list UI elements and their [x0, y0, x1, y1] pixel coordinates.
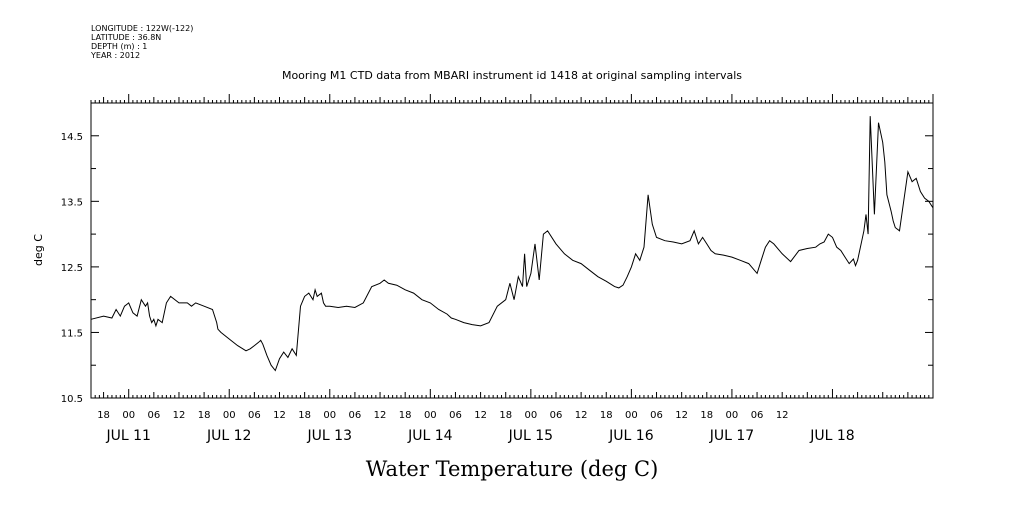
date-label: JUL 16	[608, 428, 654, 444]
date-label: JUL 17	[709, 428, 754, 444]
x-tick-label: 12	[575, 410, 588, 421]
depth-label: DEPTH (m) : 1	[91, 42, 147, 51]
x-axis: 18 00 06 12 18 00 06 12 18 00 06 12 18 00 06 12 18 00 06 12…	[90, 94, 934, 444]
x-tick-label: 12	[675, 410, 688, 421]
x-tick-label: 18	[97, 410, 110, 421]
x-tick-label: 06	[248, 410, 261, 421]
date-label: JUL 15	[508, 428, 553, 444]
x-tick-label: 06	[147, 410, 160, 421]
x-tick-label: 00	[223, 410, 236, 421]
x-tick-label: 18	[399, 410, 412, 421]
x-axis-label: Water Temperature (deg C)	[366, 457, 659, 481]
x-tick-label: 18	[298, 410, 311, 421]
longitude-label: LONGITUDE : 122W(-122)	[91, 24, 193, 33]
x-tick-label: 12	[474, 410, 487, 421]
y-tick-label: 12.5	[61, 263, 83, 274]
y-tick-label: 10.5	[61, 394, 83, 405]
plot-frame	[90, 102, 934, 399]
x-tick-label: 18	[700, 410, 713, 421]
x-tick-label: 12	[776, 410, 789, 421]
y-axis-label: deg C	[32, 234, 45, 266]
x-tick-label: 06	[650, 410, 663, 421]
x-tick-label: 00	[323, 410, 336, 421]
y-tick-label: 14.5	[61, 132, 83, 143]
y-tick-label: 11.5	[61, 328, 83, 339]
metadata-block: LONGITUDE : 122W(-122) LATITUDE : 36.8N …	[90, 24, 193, 60]
chart-title: Mooring M1 CTD data from MBARI instrumen…	[282, 69, 742, 82]
x-tick-label: 00	[625, 410, 638, 421]
x-tick-label: 18	[198, 410, 211, 421]
x-tick-label: 12	[273, 410, 286, 421]
x-tick-label: 06	[349, 410, 362, 421]
x-tick-label: 00	[524, 410, 537, 421]
y-tick-label: 13.5	[61, 197, 83, 208]
x-tick-label: 00	[424, 410, 437, 421]
x-tick-label: 00	[726, 410, 739, 421]
x-tick-label: 18	[499, 410, 512, 421]
x-tick-label: 00	[122, 410, 135, 421]
x-tick-label: 06	[550, 410, 563, 421]
x-tick-label: 12	[374, 410, 387, 421]
date-label: JUL 13	[307, 428, 352, 444]
year-label: YEAR : 2012	[90, 51, 140, 60]
date-label: JUL 18	[809, 428, 854, 444]
series-line-water-temperature	[90, 116, 934, 372]
date-label: JUL 11	[105, 428, 150, 444]
x-tick-label: 12	[173, 410, 186, 421]
x-tick-label: 06	[449, 410, 462, 421]
date-label: JUL 12	[206, 428, 251, 444]
latitude-label: LATITUDE : 36.8N	[91, 33, 161, 42]
y-axis: 10.5 11.5 12.5 13.5 14.5	[61, 102, 933, 405]
x-tick-label: 06	[751, 410, 764, 421]
x-tick-label: 18	[600, 410, 613, 421]
date-label: JUL 14	[407, 428, 453, 444]
